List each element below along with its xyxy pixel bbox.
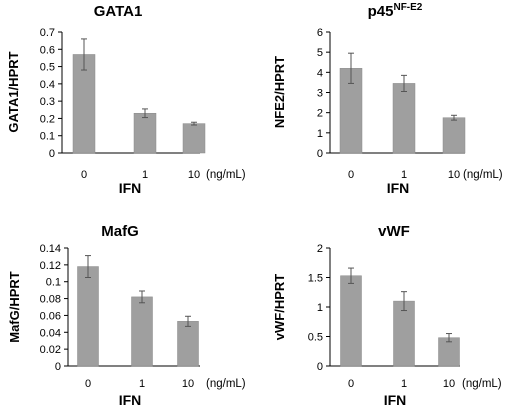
chart-title: p45NF-E2 [368,2,423,20]
y-tick-label: 0 [55,361,61,373]
y-tick-label: 0.14 [40,243,61,255]
chart-title-text: MafG [101,223,139,240]
chart-title-text: vWF [378,223,410,240]
x-axis-label: IFN [119,180,142,196]
y-tick-label: 0.06 [40,310,61,322]
x-tick-label: 0 [81,169,87,181]
y-tick-label: 1 [317,128,323,140]
x-tick-label: 0 [348,378,354,390]
chart-title: GATA1 [94,3,143,20]
y-tick-label: 0.4 [40,79,55,91]
x-axis-label: IFN [387,180,410,196]
y-axis-label: GATA1/HPRT [6,51,21,132]
y-tick-label: 1 [317,302,323,314]
y-tick-label: 0.3 [40,96,55,108]
x-axis-label: IFN [384,392,407,408]
chart-panel-4: vWF vWF/HPRT 0 0.5 1 1.5 2 0 1 10 (ng/mL) IFN [272,223,502,408]
y-tick-label: 0.02 [40,344,61,356]
x-tick-label: 1 [142,169,148,181]
y-axis-label: NFE2/HPRT [272,56,287,128]
x-tick-label: 1 [401,169,407,181]
bar-0 [340,275,362,367]
x-axis-unit: (ng/mL) [463,169,503,181]
y-tick-label: 0.08 [40,294,61,306]
bar-10 [442,117,466,154]
y-tick-label: 0.2 [40,113,55,125]
x-tick-label: 10 [188,169,200,181]
chart-title: MafG [101,223,139,240]
x-tick-label: 10 [448,169,460,181]
y-tick-label: 3 [317,88,323,100]
x-tick-label: 0 [348,169,354,181]
bar-1 [131,296,153,367]
y-tick-label: 0.5 [40,62,55,74]
y-tick-label: 1.5 [308,273,323,285]
chart-title-superscript: NF-E2 [393,2,422,13]
y-axis-label: MafG/HPRT [7,271,22,343]
bar-1 [133,112,157,154]
y-tick-label: 0.1 [46,277,61,289]
x-axis-unit: (ng/mL) [462,378,502,390]
x-tick-label: 1 [139,378,145,390]
x-axis-label: IFN [119,392,142,408]
x-tick-label: 1 [401,378,407,390]
x-axis-unit: (ng/mL) [206,169,246,181]
bar-10 [182,123,206,154]
chart-title: vWF [378,223,410,240]
chart-title-text: p45 [368,3,394,20]
x-tick-label: 0 [85,378,91,390]
y-tick-label: 0 [49,148,55,160]
y-tick-label: 2 [317,108,323,120]
x-tick-label: 10 [182,378,194,390]
y-tick-label: 0.5 [308,332,323,344]
chart-panel-3: MafG MafG/HPRT 0 0.02 0.04 0.06 0.08 0.1 0.12 0.1… [7,223,246,408]
chart-title-text: GATA1 [94,3,143,20]
bar-0 [77,266,99,367]
y-tick-label: 0.1 [40,131,55,143]
bar-10 [177,321,199,367]
chart-panel-2: p45NF-E2 NFE2/HPRT 0 1 2 3 4 5 6 0 1 10 (ng/mL) IFN [272,2,503,196]
x-tick-label: 10 [443,378,455,390]
y-tick-label: 0 [317,148,323,160]
y-tick-label: 0.04 [40,327,61,339]
x-axis-unit: (ng/mL) [206,378,246,390]
y-tick-label: 0.7 [40,27,55,39]
y-tick-label: 5 [317,47,323,59]
y-tick-label: 0.6 [40,44,55,56]
y-tick-label: 0 [317,361,323,373]
y-tick-label: 2 [317,243,323,255]
y-tick-label: 0.12 [40,260,61,272]
y-axis-label: vWF/HPRT [272,274,287,341]
y-tick-label: 6 [317,27,323,39]
bar-1 [392,83,416,154]
y-tick-label: 4 [317,67,323,79]
chart-panel-1: GATA1 GATA1/HPRT 0 0.1 0.2 0.3 0.4 0.5 0.6 0.7 0 1 1… [6,3,246,196]
